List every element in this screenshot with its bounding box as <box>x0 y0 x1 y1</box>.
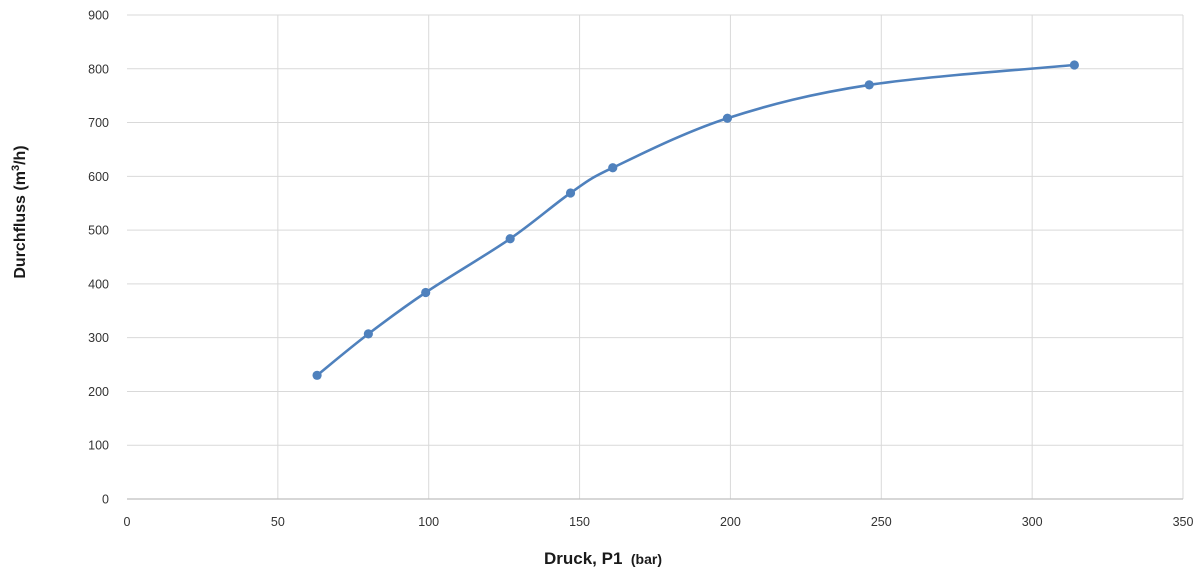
horizontal-gridlines <box>127 14 1183 446</box>
y-tick-label: 900 <box>88 9 109 23</box>
x-axis-title-unit: (bar) <box>631 551 662 567</box>
x-tick-label: 200 <box>720 515 741 529</box>
y-axis-title: Durchfluss (m3/h) <box>10 145 29 278</box>
y-tick-label: 600 <box>88 170 109 184</box>
x-tick-label: 0 <box>124 515 131 529</box>
y-tick-labels: 0 100 200 300 400 500 600 700 800 900 <box>88 9 109 507</box>
data-point <box>505 234 515 244</box>
series-points <box>312 60 1079 380</box>
data-point <box>565 188 576 198</box>
y-tick-label: 700 <box>88 116 109 130</box>
y-axis-title-superscript: 3 <box>10 165 22 171</box>
x-tick-label: 100 <box>418 515 439 529</box>
y-tick-label: 300 <box>88 331 109 345</box>
x-axis-title-main: Druck, P1 <box>544 549 622 568</box>
data-point <box>864 80 874 90</box>
x-tick-labels: 0 50 100 150 200 250 300 350 <box>124 515 1194 529</box>
data-point <box>608 163 618 173</box>
x-tick-label: 150 <box>569 515 590 529</box>
series-line <box>316 63 1075 377</box>
x-tick-label: 250 <box>871 515 892 529</box>
data-point <box>722 113 733 123</box>
y-axis-title-end: /h) <box>12 145 29 165</box>
x-axis-title: Druck, P1 (bar) <box>544 549 662 568</box>
data-point <box>1069 60 1079 70</box>
y-tick-label: 400 <box>88 277 109 291</box>
y-tick-label: 0 <box>102 493 109 507</box>
y-axis-title-main: Durchfluss (m <box>12 171 29 279</box>
vertical-gridlines <box>277 15 1184 499</box>
y-tick-label: 800 <box>88 62 109 76</box>
x-tick-label: 50 <box>271 515 285 529</box>
y-tick-label: 200 <box>88 385 109 399</box>
data-point <box>312 370 322 380</box>
y-tick-label: 500 <box>88 224 109 238</box>
data-point <box>363 329 373 339</box>
data-point <box>421 287 431 298</box>
x-tick-label: 350 <box>1173 515 1194 529</box>
y-tick-label: 100 <box>88 439 109 453</box>
x-tick-label: 300 <box>1022 515 1043 529</box>
